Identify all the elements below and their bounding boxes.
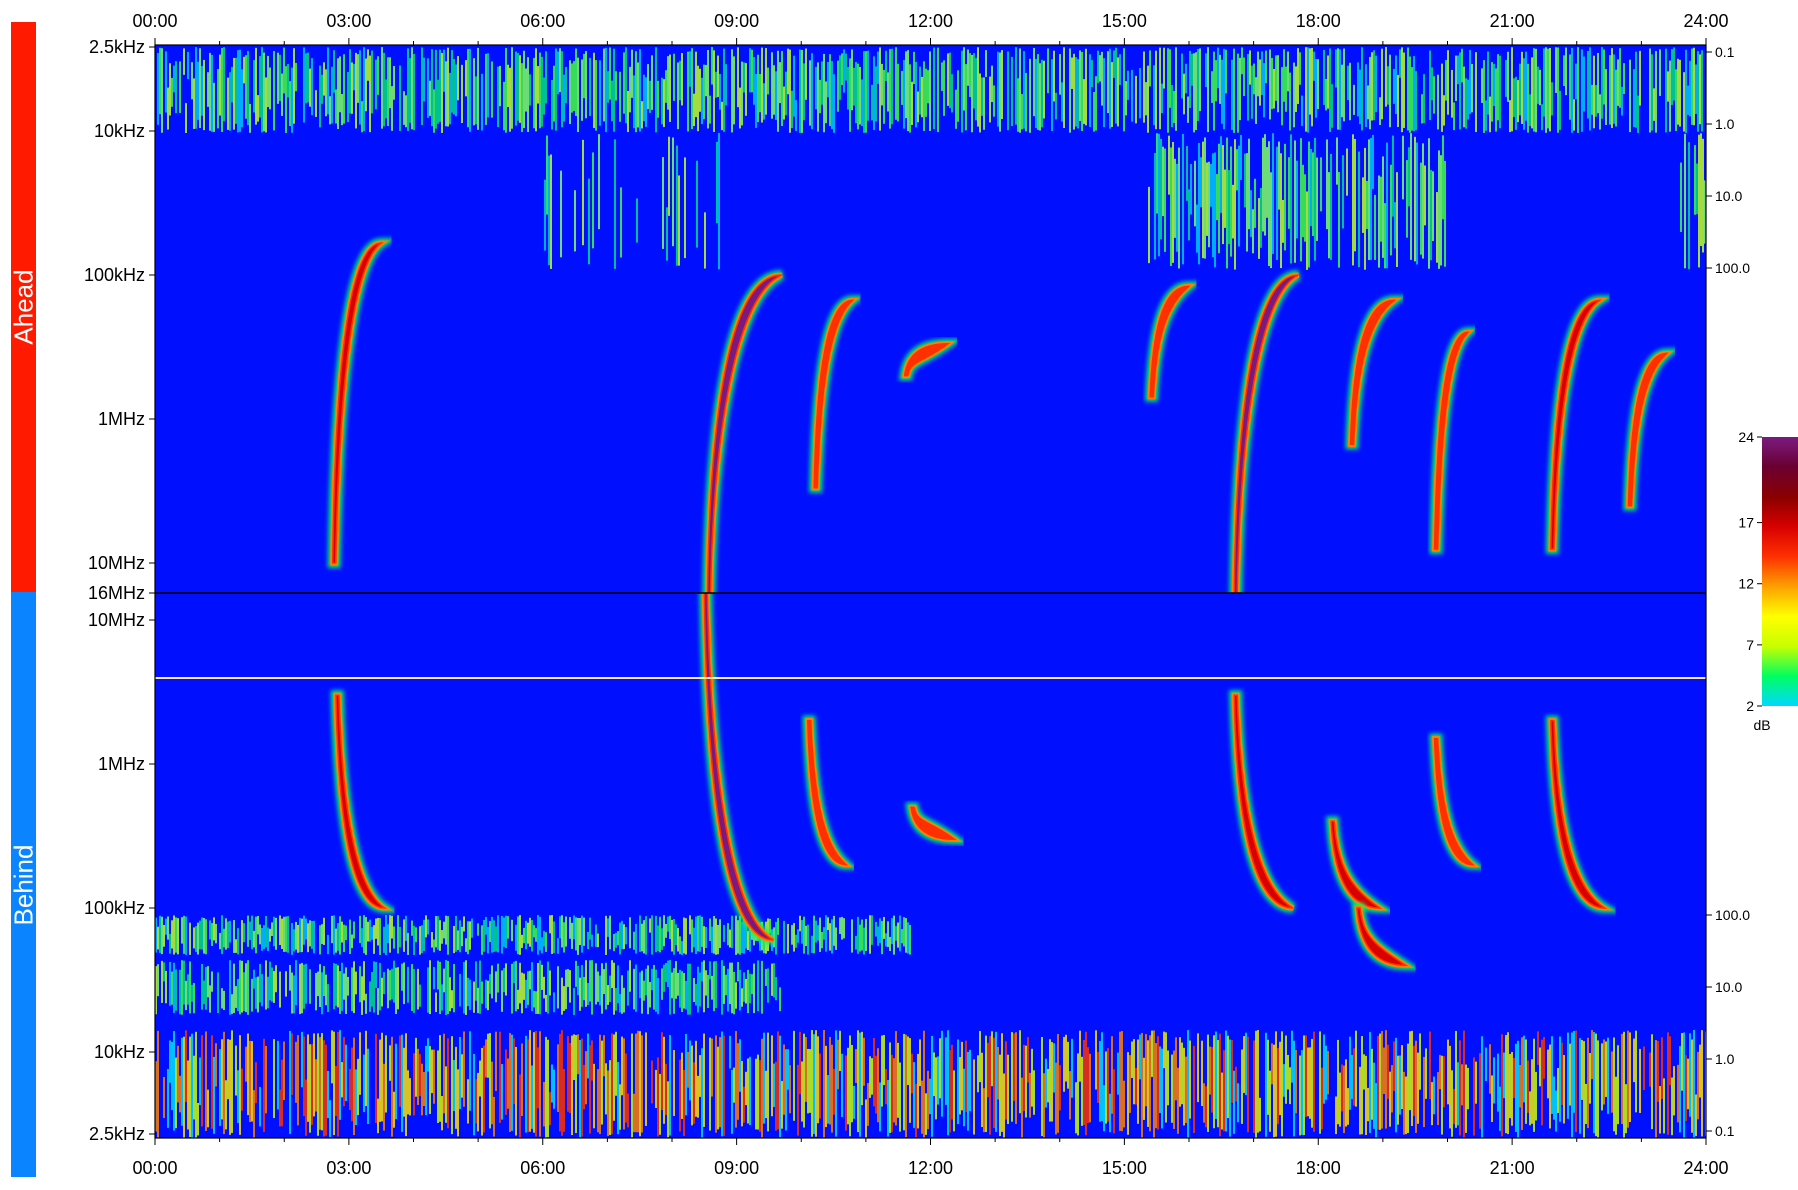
x-tick-bottom: 24:00 [1683,1158,1728,1178]
behind-freq-tick: 1MHz [98,754,145,774]
behind-freq-tick: 10MHz [88,610,145,630]
colorbar-tick: 24 [1738,429,1754,445]
behind-freq-tick: 10kHz [94,1042,145,1062]
colorbar-tick: 2 [1746,698,1754,714]
ahead-right-tick: 0.1 [1715,44,1735,60]
burst-0-6 [1345,295,1410,450]
x-tick-top: 15:00 [1102,11,1147,31]
burst-0-7 [1429,327,1481,555]
x-tick-bottom: 12:00 [908,1158,953,1178]
x-tick-bottom: 15:00 [1102,1158,1147,1178]
ahead-right-tick: 1.0 [1715,116,1735,132]
burst-0-5 [1229,270,1301,593]
ahead-right-tick: 10.0 [1715,188,1742,204]
ahead-freq-tick: 16MHz [88,583,145,603]
ahead-freq-tick: 2.5kHz [89,37,145,57]
ahead-freq-tick: 10kHz [94,121,145,141]
behind-right-tick: 100.0 [1715,907,1750,923]
ahead-label: Ahead [8,269,38,345]
x-tick-top: 09:00 [714,11,759,31]
burst-1-2 [802,715,860,870]
behind-freq-tick: 2.5kHz [89,1124,145,1144]
burst-1-0 [330,690,402,914]
colorbar-tick: 7 [1746,637,1754,653]
x-tick-bottom: 18:00 [1296,1158,1341,1178]
burst-0-2 [809,295,867,493]
x-tick-top: 21:00 [1490,11,1535,31]
x-tick-bottom: 21:00 [1490,1158,1535,1178]
colorbar-tick: 12 [1738,576,1754,592]
burst-1-6 [1429,733,1487,870]
ahead-mid-band-2 [1680,133,1706,270]
x-tick-bottom: 03:00 [326,1158,371,1178]
behind-right-tick: 10.0 [1715,979,1742,995]
behind-freq-tick: 100kHz [84,898,145,918]
x-tick-bottom: 06:00 [520,1158,565,1178]
behind-label: Behind [8,844,38,925]
behind-low-band [155,1030,1706,1138]
x-tick-bottom: 00:00 [132,1158,177,1178]
ahead-right-tick: 100.0 [1715,260,1750,276]
burst-0-0 [327,237,399,568]
x-tick-top: 18:00 [1296,11,1341,31]
burst-0-4 [1145,281,1203,402]
ahead-mid-band-3 [544,133,720,270]
colorbar-tick: 17 [1738,515,1754,531]
colorbar [1762,437,1798,706]
ahead-plot-area [155,45,1706,593]
behind-band-2 [155,960,781,1015]
ahead-freq-tick: 100kHz [84,265,145,285]
ahead-freq-tick: 1MHz [98,409,145,429]
behind-right-tick: 1.0 [1715,1051,1735,1067]
x-tick-top: 06:00 [520,11,565,31]
behind-band-1 [155,915,911,955]
ahead-panel-bar: Ahead [8,22,38,592]
ahead-low-band [157,47,1703,133]
burst-1-1 [699,593,776,945]
x-tick-top: 12:00 [908,11,953,31]
burst-0-3 [898,338,964,381]
burst-0-9 [1623,348,1681,511]
colorbar-unit: dB [1753,717,1770,733]
burst-1-4 [1229,690,1296,913]
behind-panel-bar: Behind [8,592,38,1177]
ahead-freq-tick: 10MHz [88,553,145,573]
ahead-mid-band-1 [1148,133,1446,270]
x-tick-bottom: 09:00 [714,1158,759,1178]
burst-1-7 [1545,715,1623,914]
behind-right-tick: 0.1 [1715,1123,1735,1139]
burst-0-1 [702,270,785,593]
burst-1-3 [905,802,970,845]
burst-1-8 [1351,903,1423,971]
x-tick-top: 24:00 [1683,11,1728,31]
x-tick-top: 03:00 [326,11,371,31]
x-tick-top: 00:00 [132,11,177,31]
burst-1-5 [1325,816,1397,914]
burst-0-8 [1545,295,1617,555]
